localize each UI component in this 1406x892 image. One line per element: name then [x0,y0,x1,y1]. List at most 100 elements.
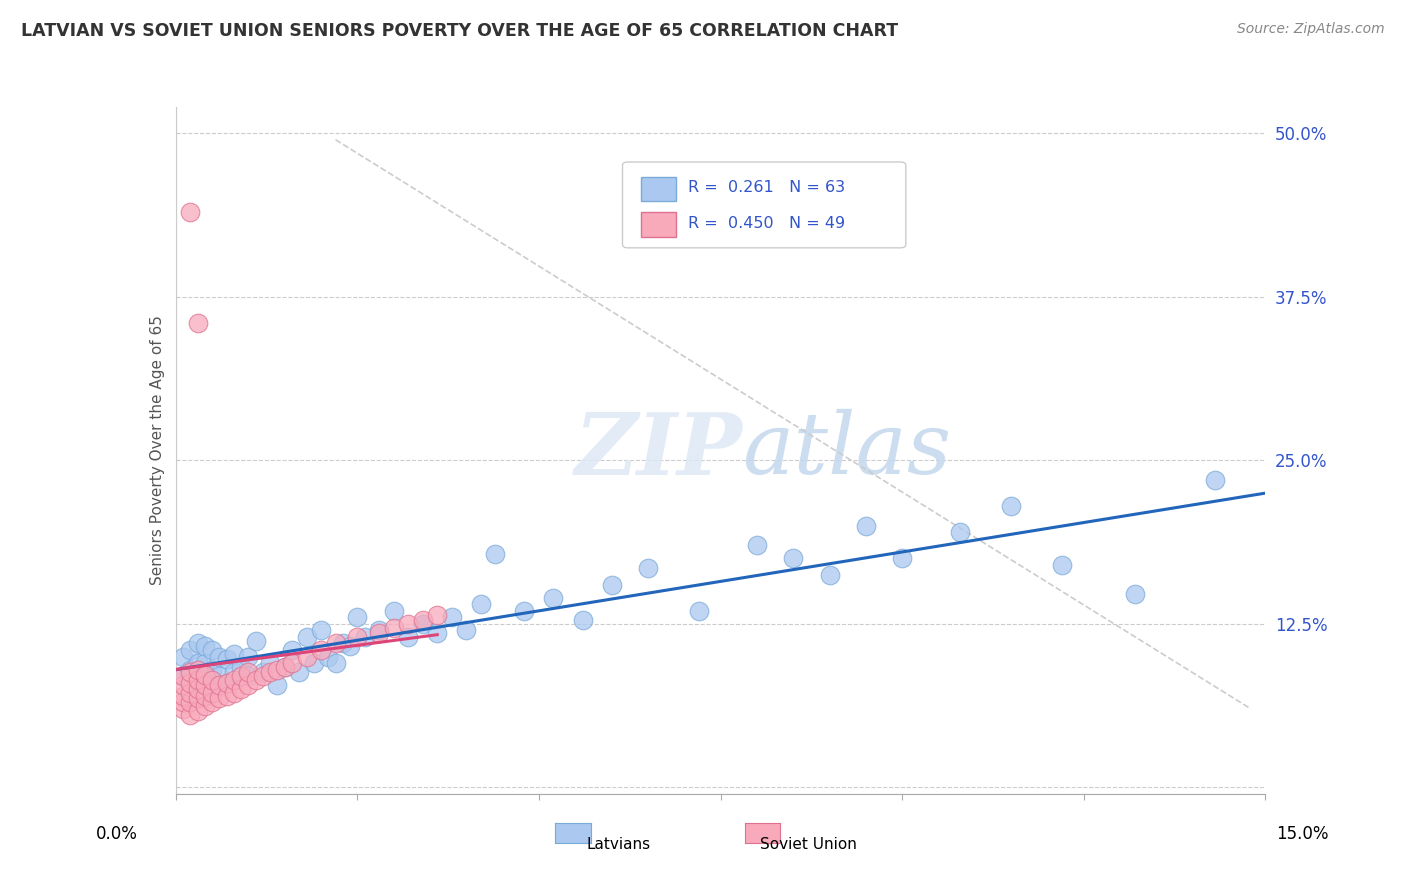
Point [208,691,231,706]
Point [259,665,281,680]
Text: Soviet Union: Soviet Union [761,837,856,852]
Point [222,665,245,680]
Point [201,695,224,709]
Point [201,673,224,687]
Text: Latvians: Latvians [586,837,651,852]
Point [288,665,311,680]
Point [484,548,506,562]
Point [186,656,209,670]
Point [231,682,253,697]
Point [274,660,297,674]
Point [201,643,224,657]
Point [186,663,209,677]
Point [543,591,565,605]
Point [215,675,238,690]
Point [571,613,593,627]
Point [281,656,304,670]
Point [231,669,253,683]
Point [172,678,194,692]
Point [172,649,194,664]
Point [186,316,209,330]
Point [215,689,238,703]
Text: 0.0%: 0.0% [96,825,138,843]
Point [222,647,245,661]
Point [818,568,841,582]
Point [368,624,391,638]
Text: LATVIAN VS SOVIET UNION SENIORS POVERTY OVER THE AGE OF 65 CORRELATION CHART: LATVIAN VS SOVIET UNION SENIORS POVERTY … [21,22,898,40]
Point [396,630,419,644]
Point [208,669,231,683]
Point [194,689,217,703]
Point [179,695,201,709]
Point [194,669,217,683]
Point [339,639,361,653]
Y-axis label: Seniors Poverty Over the Age of 65: Seniors Poverty Over the Age of 65 [149,316,165,585]
Point [222,686,245,700]
Point [186,675,209,690]
Point [353,630,375,644]
Point [600,577,623,591]
Point [238,669,260,683]
Point [245,633,267,648]
Point [281,643,304,657]
Point [194,656,217,670]
Point [222,673,245,687]
Point [179,708,201,723]
Point [368,626,391,640]
Point [172,669,194,683]
Point [302,656,325,670]
Point [238,665,260,680]
Point [215,675,238,690]
Point [309,643,332,657]
Point [1204,473,1226,487]
Point [231,660,253,674]
Point [891,551,914,566]
Text: 15.0%: 15.0% [1277,825,1329,843]
Point [179,686,201,700]
Point [252,669,274,683]
Point [259,656,281,670]
Point [295,649,318,664]
Point [179,663,201,677]
Point [186,691,209,706]
Point [194,678,217,692]
Point [194,639,217,653]
Point [346,630,368,644]
Point [179,665,201,680]
Text: R =  0.450   N = 49: R = 0.450 N = 49 [688,216,845,231]
Point [426,607,449,622]
Point [201,682,224,697]
Point [637,560,659,574]
Point [426,626,449,640]
Point [208,678,231,692]
Point [346,610,368,624]
Point [318,649,340,664]
Point [266,663,288,677]
Point [309,624,332,638]
Text: Source: ZipAtlas.com: Source: ZipAtlas.com [1237,22,1385,37]
Point [172,695,194,709]
Point [332,636,354,650]
Text: ZIP: ZIP [575,409,742,492]
Point [172,669,194,683]
Point [186,682,209,697]
Point [688,604,710,618]
Point [194,699,217,714]
Point [245,673,267,687]
Point [382,621,405,635]
Point [274,660,297,674]
Point [186,705,209,719]
Point [470,597,492,611]
Point [949,525,972,540]
FancyBboxPatch shape [641,177,676,202]
Point [396,616,419,631]
Point [201,686,224,700]
Point [194,668,217,682]
FancyBboxPatch shape [641,212,676,237]
Point [325,636,347,650]
Point [782,551,804,566]
Point [412,613,434,627]
Point [295,630,318,644]
Point [252,665,274,680]
Point [215,652,238,666]
